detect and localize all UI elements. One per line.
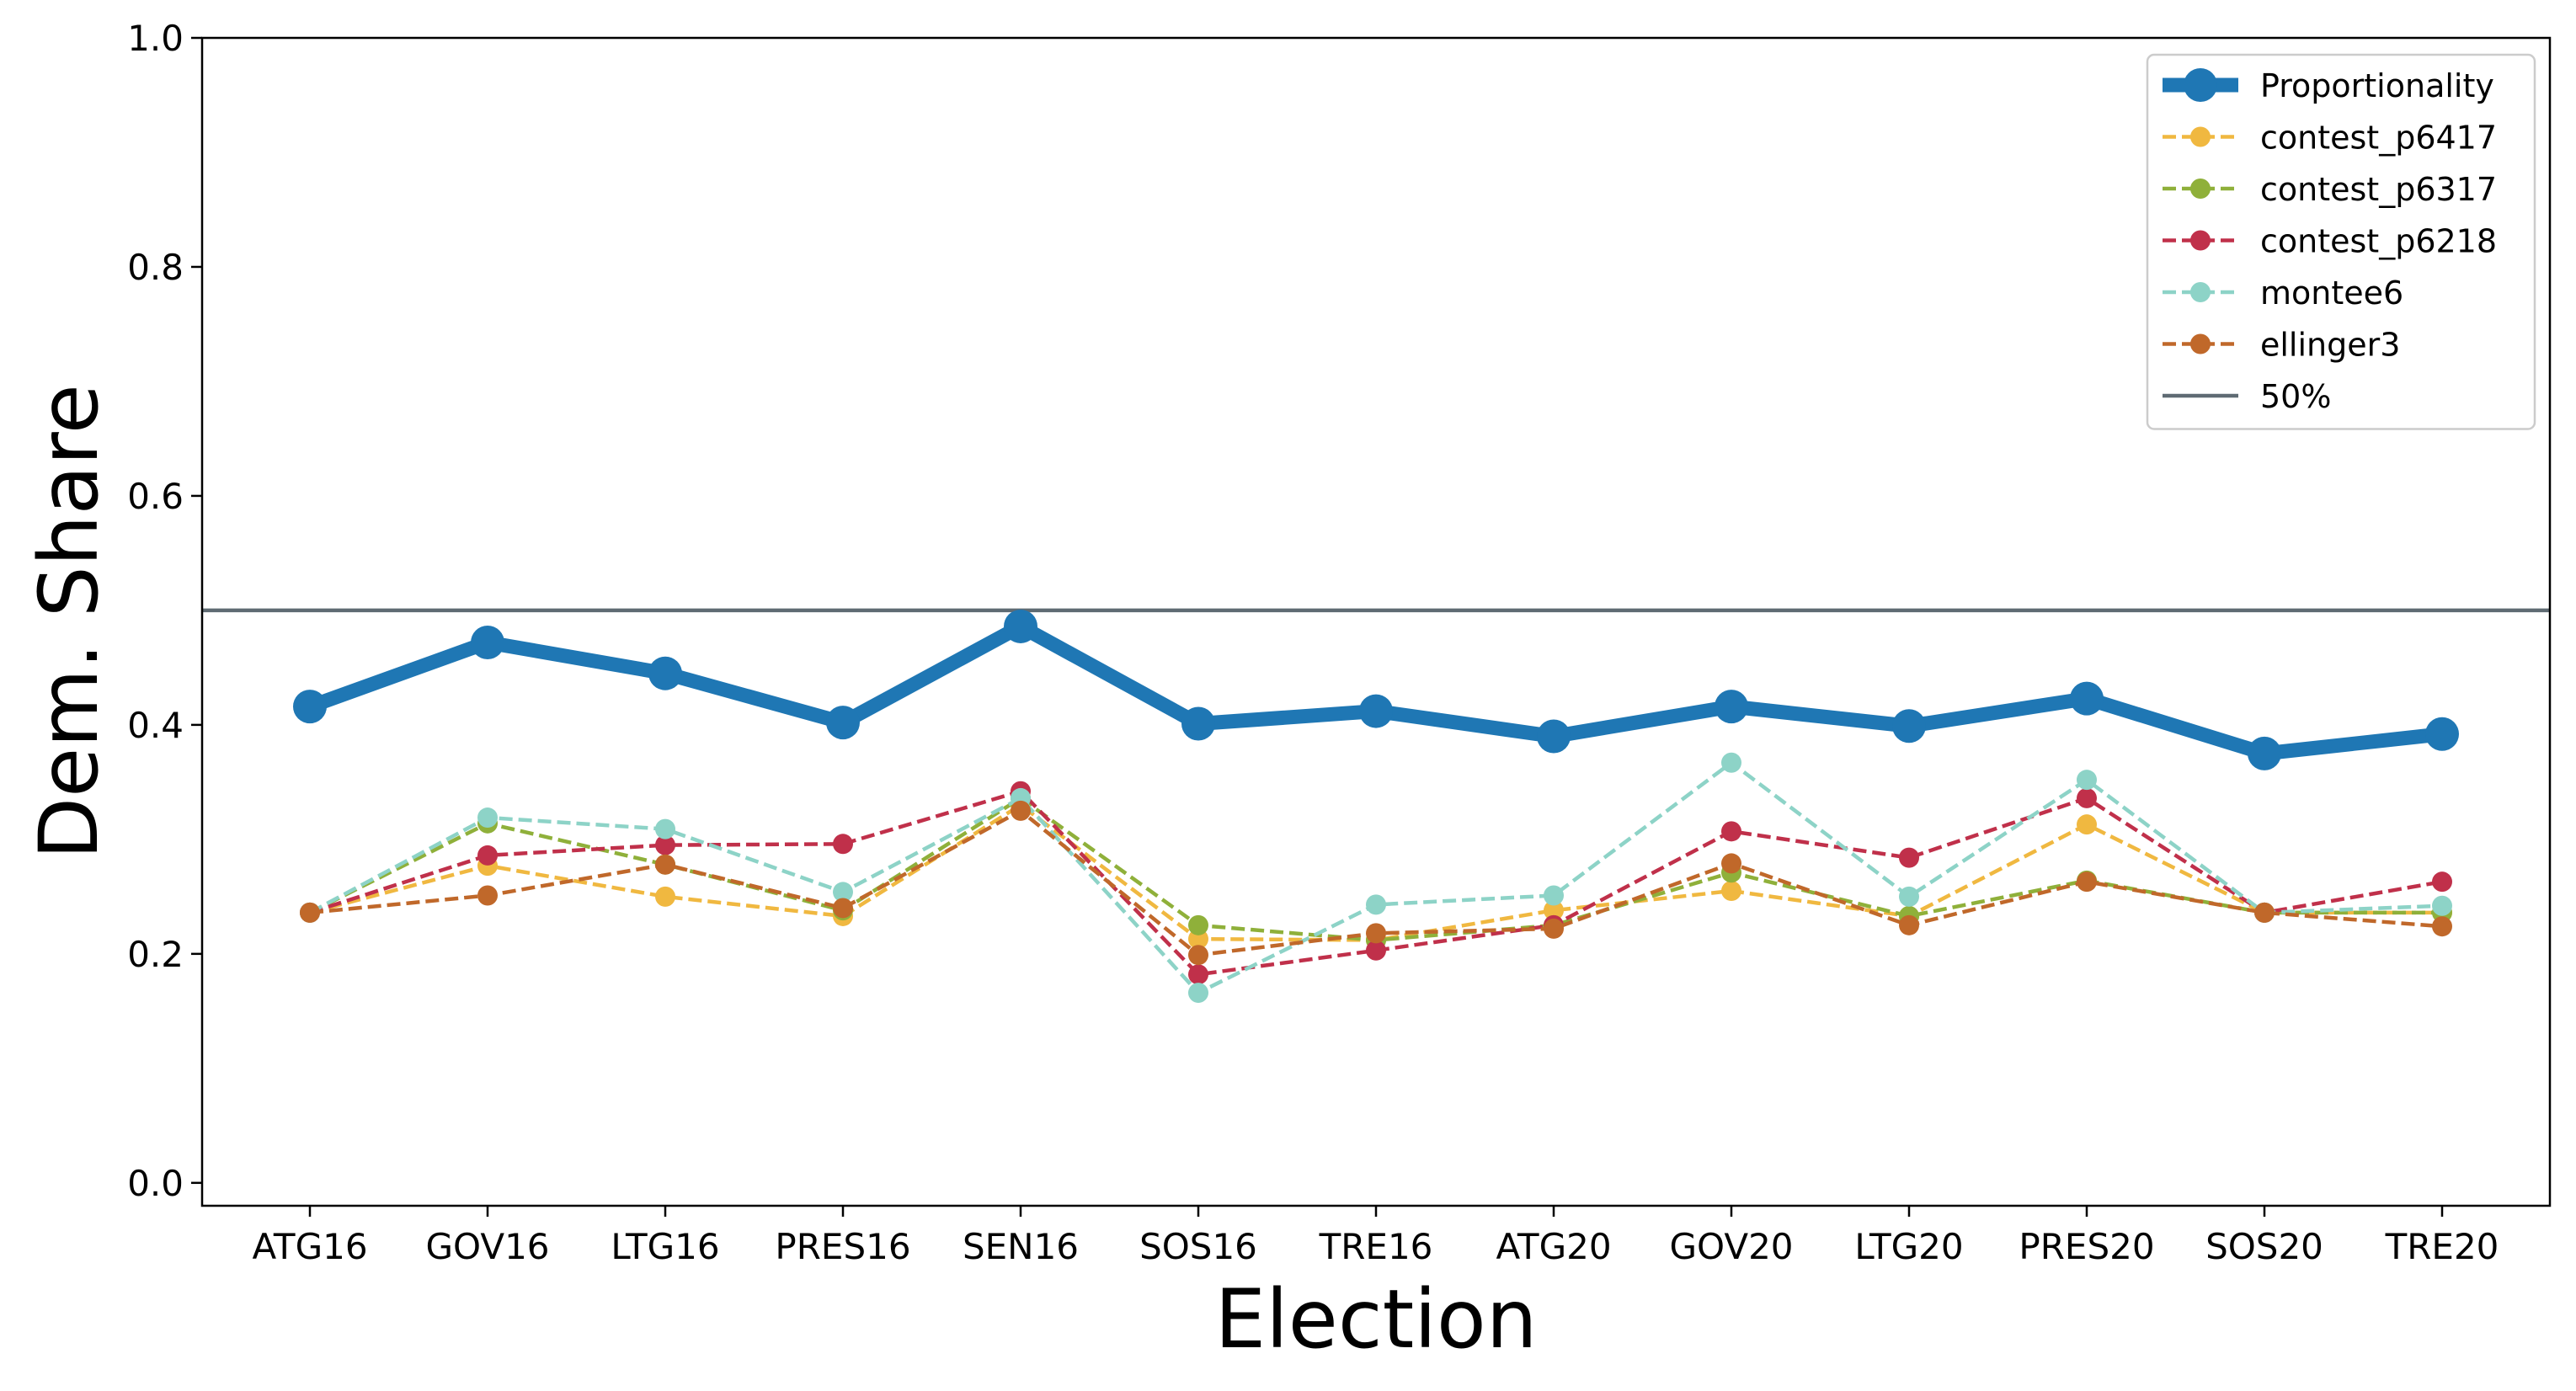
point-montee6-ltg20 [1899,886,1919,907]
point-ellinger3-ltg20 [1899,914,1919,935]
point-contest-p6218-ltg16 [655,834,675,855]
x-tick-label-sos20: SOS20 [2205,1226,2323,1267]
x-axis: ATG16 GOV16 LTG16 PRES16 SEN16 SOS16 TRE16 ATG2… [252,1206,2499,1267]
legend-entry-contest-p6417: contest_p6417 [2163,120,2497,157]
legend-swatch-marker [2184,68,2217,102]
point-ellinger3-gov20 [1721,853,1741,874]
y-axis-title: Dem. Share [22,384,116,860]
x-tick-label-gov20: GOV20 [1669,1226,1793,1267]
point-proportionality-sen16 [1004,609,1037,643]
plot-area [202,608,2550,1004]
legend-label: Proportionality [2260,67,2494,104]
y-tick-label: 0.0 [127,1163,184,1204]
point-contest-p6218-ltg20 [1899,847,1919,868]
point-ellinger3-sen16 [1011,800,1031,821]
legend-entry-ellinger3: ellinger3 [2163,327,2400,364]
legend-swatch-marker [2190,333,2211,354]
y-tick-label: 1.0 [127,18,184,59]
point-proportionality-atg16 [293,690,327,724]
legend-entry-contest-p6317: contest_p6317 [2163,171,2497,208]
point-ellinger3-pres16 [833,898,853,919]
point-proportionality-pres20 [2070,681,2104,716]
x-tick-label-ltg16: LTG16 [611,1226,719,1267]
legend-label: contest_p6218 [2260,223,2497,260]
point-proportionality-sos20 [2248,736,2281,770]
point-ellinger3-tre16 [1366,923,1386,944]
legend-entry-montee6: montee6 [2163,274,2403,312]
point-proportionality-atg20 [1537,719,1571,754]
x-tick-label-gov16: GOV16 [425,1226,549,1267]
legend: Proportionality contest_p6417 contest_p631… [2146,53,2536,430]
point-contest-p6218-sos16 [1188,964,1208,985]
y-tick-label: 0.6 [127,476,184,517]
legend-label: montee6 [2260,274,2403,312]
point-montee6-atg20 [1544,885,1564,906]
point-contest-p6218-tre20 [2432,871,2452,893]
x-tick-label-atg16: ATG16 [252,1226,367,1267]
point-proportionality-pres16 [826,706,860,740]
point-montee6-tre16 [1366,894,1386,915]
point-montee6-ltg16 [655,818,675,839]
point-contest-p6218-tre16 [1366,940,1386,961]
legend-swatch-marker [2190,282,2211,302]
point-proportionality-gov20 [1715,690,1748,724]
point-contest-p6218-gov16 [477,845,498,866]
x-tick-label-tre16: TRE16 [1319,1226,1433,1267]
legend-swatch-marker [2190,126,2211,147]
legend-label: ellinger3 [2260,327,2400,364]
point-ellinger3-atg20 [1544,918,1564,939]
point-ellinger3-atg16 [300,902,320,923]
legend-box [2146,53,2536,430]
x-tick-label-sen16: SEN16 [963,1226,1079,1267]
point-ellinger3-sos20 [2254,902,2275,923]
point-proportionality-tre16 [1359,694,1393,728]
point-proportionality-ltg16 [648,656,682,690]
x-tick-label-ltg20: LTG20 [1854,1226,1963,1267]
series-proportionality [293,609,2459,770]
y-tick-label: 0.8 [127,247,184,288]
point-ellinger3-tre20 [2432,916,2452,937]
y-tick-label: 0.2 [127,934,184,975]
legend-label: contest_p6417 [2260,120,2497,157]
point-proportionality-ltg20 [1892,709,1926,743]
x-tick-label-pres16: PRES16 [775,1226,910,1267]
x-tick-label-pres20: PRES20 [2019,1226,2154,1267]
legend-swatch-marker [2190,179,2211,199]
point-contest-p6417-ltg16 [655,886,675,907]
point-contest-p6218-pres20 [2077,787,2097,808]
point-ellinger3-ltg16 [655,854,675,875]
series-ellinger3 [300,800,2452,966]
point-montee6-gov20 [1721,752,1741,773]
point-ellinger3-pres20 [2077,871,2097,893]
point-proportionality-tre20 [2425,717,2459,751]
point-proportionality-sos16 [1181,706,1215,741]
x-tick-label-tre20: TRE20 [2385,1226,2499,1267]
x-axis-title: Election [1214,1272,1537,1367]
point-montee6-tre20 [2432,895,2452,916]
point-montee6-pres20 [2077,770,2097,791]
point-ellinger3-gov16 [477,885,498,906]
point-contest-p6317-sos16 [1188,914,1208,935]
legend-label: contest_p6317 [2260,171,2497,208]
point-montee6-sos16 [1188,983,1208,1004]
x-tick-label-sos16: SOS16 [1139,1226,1257,1267]
point-contest-p6417-gov20 [1721,881,1741,902]
x-tick-label-atg20: ATG20 [1496,1226,1611,1267]
y-tick-label: 0.4 [127,705,184,746]
legend-label: 50% [2260,378,2331,415]
y-axis: 0.0 0.2 0.4 0.6 0.8 1.0 [127,18,202,1204]
legend-entry-50: 50% [2163,378,2331,415]
point-proportionality-gov16 [471,625,504,659]
point-montee6-pres16 [833,882,853,903]
point-contest-p6417-atg20 [1544,900,1564,921]
point-ellinger3-sos16 [1188,945,1208,966]
legend-entry-contest-p6218: contest_p6218 [2163,223,2497,260]
point-contest-p6218-pres16 [833,834,853,855]
legend-swatch-marker [2190,230,2211,251]
point-montee6-gov16 [477,807,498,829]
legend-entry-proportionality: Proportionality [2163,67,2494,104]
point-contest-p6218-gov20 [1721,821,1741,842]
point-contest-p6417-pres20 [2077,814,2097,835]
